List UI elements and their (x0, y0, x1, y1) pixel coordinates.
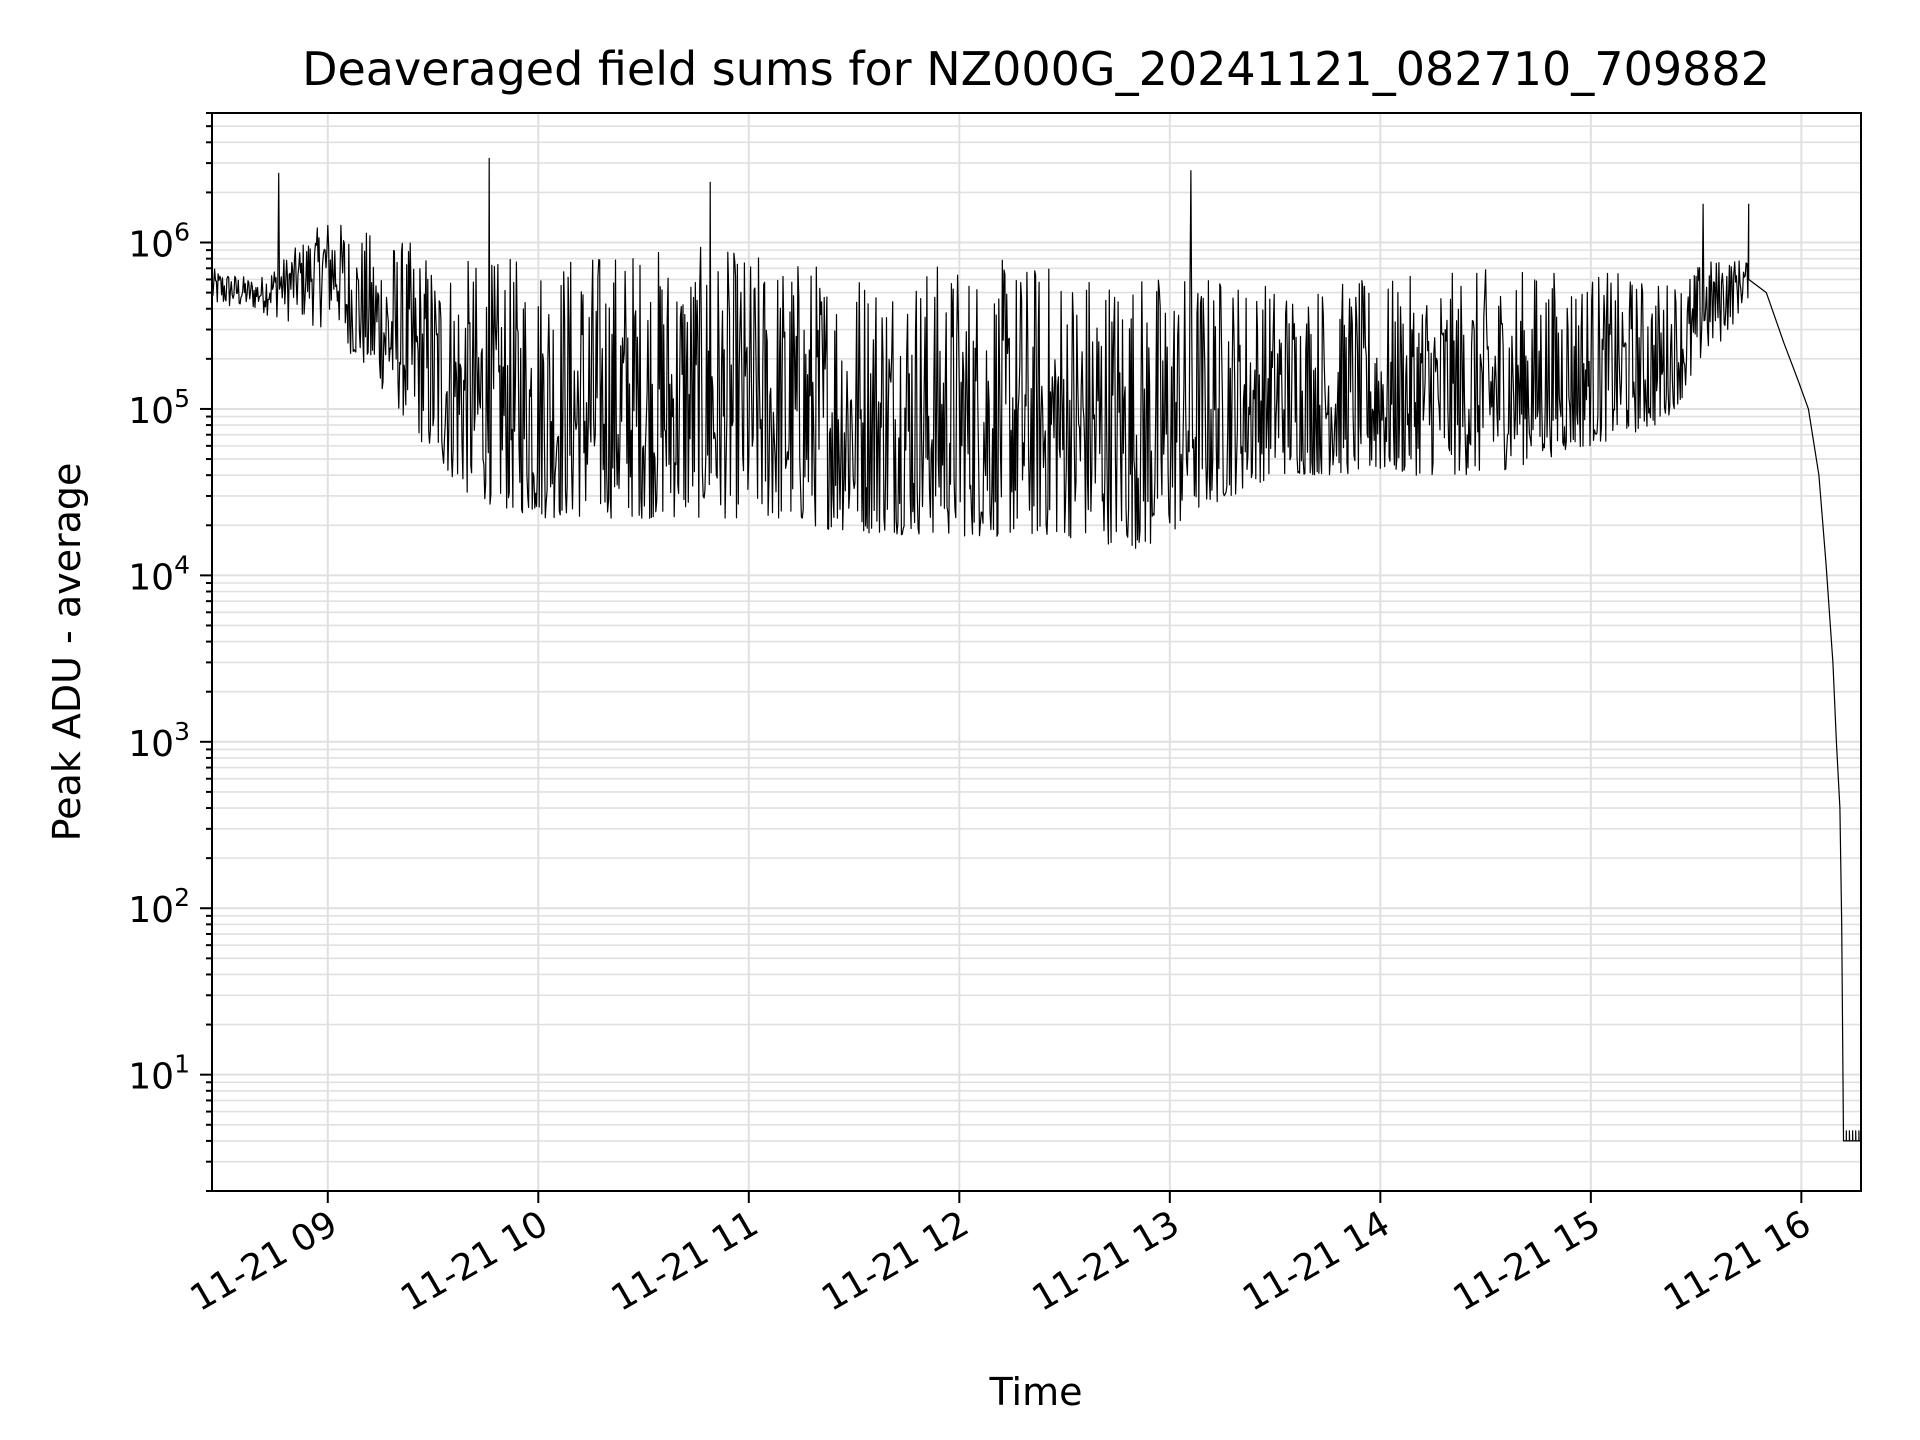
series-line (211, 157, 1862, 1142)
y-tick-base: 10 (128, 724, 174, 765)
x-axis-label: Time (989, 1370, 1083, 1414)
y-tick-exponent: 3 (174, 717, 190, 746)
y-tick-exponent: 6 (174, 218, 190, 247)
y-tick-exponent: 5 (174, 384, 190, 413)
y-tick-base: 10 (128, 1057, 174, 1098)
y-tick-label: 106 (128, 218, 190, 266)
grid (212, 112, 1861, 1192)
y-tick-exponent: 4 (174, 550, 190, 579)
y-tick-base: 10 (128, 557, 174, 598)
y-tick-base: 10 (128, 391, 174, 432)
y-tick-exponent: 1 (174, 1050, 190, 1079)
data-series (211, 157, 1862, 1142)
y-tick-base: 10 (128, 890, 174, 931)
y-tick-label: 101 (128, 1050, 190, 1098)
y-tick-label: 105 (128, 384, 190, 432)
y-tick-label: 104 (128, 550, 190, 598)
chart-title: Deaveraged field sums for NZ000G_2024112… (302, 42, 1770, 96)
y-tick-label: 103 (128, 717, 190, 765)
y-axis-label: Peak ADU - average (45, 463, 89, 842)
y-tick-base: 10 (128, 225, 174, 266)
plot-frame (211, 112, 1862, 1192)
y-tick-exponent: 2 (174, 883, 190, 912)
y-tick-label: 102 (128, 883, 190, 931)
